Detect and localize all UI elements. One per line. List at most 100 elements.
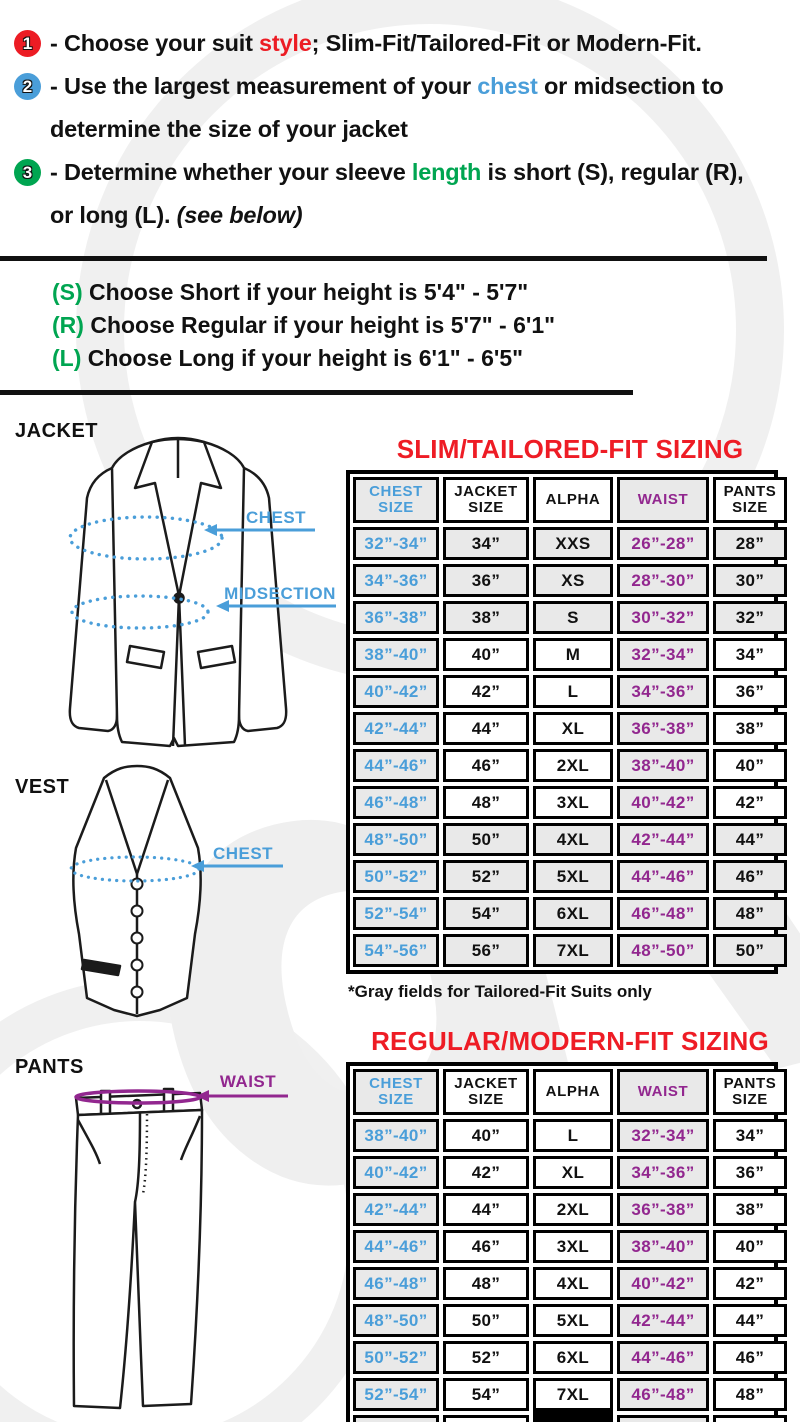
header-cell-jacket: JACKET SIZE [443, 477, 529, 523]
size-cell-jacket: 44” [443, 1193, 529, 1226]
vest-section-label: VEST [15, 776, 70, 798]
instruction-text: - Determine whether your sleeve [50, 159, 412, 185]
step-1-badge: 1 [14, 30, 41, 57]
instruction-step-2: 2 - Use the largest measurement of your … [14, 65, 792, 151]
size-cell-jacket: 38” [443, 601, 529, 634]
highlight-chest: chest [477, 73, 538, 99]
height-guide-long: (L) Choose Long if your height is 6'1" -… [52, 342, 555, 375]
size-cell-waist: 46”-48” [617, 897, 709, 930]
size-cell-alpha: 5XL [533, 860, 613, 893]
size-cell-jacket: 48” [443, 1267, 529, 1300]
highlight-style: style [259, 30, 312, 56]
header-cell-waist: WAIST [617, 1069, 709, 1115]
slim-fit-size-table: CHEST SIZE JACKET SIZE ALPHA WAIST PANTS SIZ… [346, 470, 787, 974]
size-cell-chest: 34”-36” [353, 564, 439, 597]
vest-chest-arrow-icon [191, 860, 204, 872]
chest-arrow-icon [204, 524, 217, 536]
size-cell-alpha: 3XL [533, 786, 613, 819]
size-cell-chest: 42”-44” [353, 1193, 439, 1226]
short-text: Choose Short if your height is 5'4" - 5'… [82, 279, 529, 305]
size-cell-jacket: 52” [443, 860, 529, 893]
header-cell-alpha: ALPHA [533, 477, 613, 523]
size-cell-pants: 30” [713, 564, 787, 597]
size-cell-chest: 32”-34” [353, 527, 439, 560]
short-tag: (S) [52, 279, 83, 305]
midsection-arrow-icon [216, 600, 229, 612]
slim-fit-table-title: SLIM/TAILORED-FIT SIZING [396, 434, 744, 464]
size-cell-jacket: 56” [443, 1415, 529, 1422]
header-cell-waist: WAIST [617, 477, 709, 523]
header-cell-chest: CHEST SIZE [353, 1069, 439, 1115]
size-cell-alpha: XS [533, 564, 613, 597]
size-cell-alpha: M [533, 638, 613, 671]
size-cell-waist: 30”-32” [617, 601, 709, 634]
header-cell-alpha: ALPHA [533, 1069, 613, 1115]
header-cell-chest: CHEST SIZE [353, 477, 439, 523]
size-cell-alpha: XXS [533, 527, 613, 560]
instruction-step-1-text: - Choose your suit style; Slim-Fit/Tailo… [50, 22, 762, 65]
long-text: Choose Long if your height is 6'1" - 6'5… [81, 345, 524, 371]
size-cell-pants: 38” [713, 712, 787, 745]
size-cell-jacket: 42” [443, 675, 529, 708]
size-cell-pants: 44” [713, 1304, 787, 1337]
vest-illustration: CHEST [69, 764, 283, 1018]
vest-chest-label: CHEST [213, 844, 273, 863]
jacket-illustration: CHEST MIDSECTION [68, 436, 336, 748]
size-cell-chest: 38”-40” [353, 1119, 439, 1152]
waist-arrow-icon [196, 1090, 209, 1102]
size-cell-pants: 46” [713, 860, 787, 893]
size-cell-waist: 40”-42” [617, 1267, 709, 1300]
size-cell-jacket: 54” [443, 1378, 529, 1411]
height-guide-regular: (R) Choose Regular if your height is 5'7… [52, 309, 555, 342]
jacket-chest-label: CHEST [246, 508, 306, 527]
size-cell-chest: 48”-50” [353, 1304, 439, 1337]
size-cell-waist: 48”-50” [617, 1415, 709, 1422]
size-cell-waist: 40”-42” [617, 786, 709, 819]
size-cell-pants: 34” [713, 638, 787, 671]
size-cell-jacket: 36” [443, 564, 529, 597]
size-cell-waist: 44”-46” [617, 860, 709, 893]
size-cell-chest: 50”-52” [353, 860, 439, 893]
size-cell-chest: 52”-54” [353, 1378, 439, 1411]
size-cell-chest: 46”-48” [353, 1267, 439, 1300]
sizing-tables: SLIM/TAILORED-FIT SIZING CHEST SIZE JACKE… [346, 434, 794, 1422]
size-cell-chest: 46”-48” [353, 786, 439, 819]
regular-tag: (R) [52, 312, 84, 338]
size-cell-pants: 44” [713, 823, 787, 856]
size-cell-waist: 28”-30” [617, 564, 709, 597]
size-cell-jacket: 34” [443, 527, 529, 560]
size-cell-alpha: 4XL [533, 1267, 613, 1300]
size-cell-alpha: L [533, 1119, 613, 1152]
instruction-step-1: 1 - Choose your suit style; Slim-Fit/Tai… [14, 22, 792, 65]
size-cell-pants: 50” [713, 934, 787, 967]
size-cell-waist: 46”-48” [617, 1378, 709, 1411]
size-cell-alpha: L [533, 675, 613, 708]
jacket-midsection-label: MIDSECTION [224, 584, 336, 603]
size-cell-chest: 44”-46” [353, 1230, 439, 1263]
size-cell-pants: 36” [713, 1156, 787, 1189]
size-cell-waist: 42”-44” [617, 823, 709, 856]
size-cell-waist: 44”-46” [617, 1341, 709, 1374]
size-cell-waist: 32”-34” [617, 1119, 709, 1152]
height-guide-short: (S) Choose Short if your height is 5'4" … [52, 276, 555, 309]
size-cell-waist: 26”-28” [617, 527, 709, 560]
size-cell-pants: 50” [713, 1415, 787, 1422]
size-cell-pants: 42” [713, 1267, 787, 1300]
size-cell-pants: 34” [713, 1119, 787, 1152]
size-cell-chest: 48”-50” [353, 823, 439, 856]
size-cell-chest: 40”-42” [353, 1156, 439, 1189]
size-cell-chest: 54”-56” [353, 934, 439, 967]
size-cell-jacket: 46” [443, 1230, 529, 1263]
header-cell-jacket: JACKET SIZE [443, 1069, 529, 1115]
size-cell-chest: 40”-42” [353, 675, 439, 708]
size-cell-jacket: 44” [443, 712, 529, 745]
size-cell-chest: 38”-40” [353, 638, 439, 671]
size-cell-jacket: 56” [443, 934, 529, 967]
instruction-step-2-text: - Use the largest measurement of your ch… [50, 65, 762, 151]
pants-waist-label: WAIST [220, 1072, 276, 1091]
gray-fields-footnote: *Gray fields for Tailored-Fit Suits only [348, 982, 652, 1001]
instruction-step-3-text: - Determine whether your sleeve length i… [50, 151, 762, 237]
size-cell-chest: 42”-44” [353, 712, 439, 745]
size-cell-waist: 42”-44” [617, 1304, 709, 1337]
size-cell-pants: 38” [713, 1193, 787, 1226]
